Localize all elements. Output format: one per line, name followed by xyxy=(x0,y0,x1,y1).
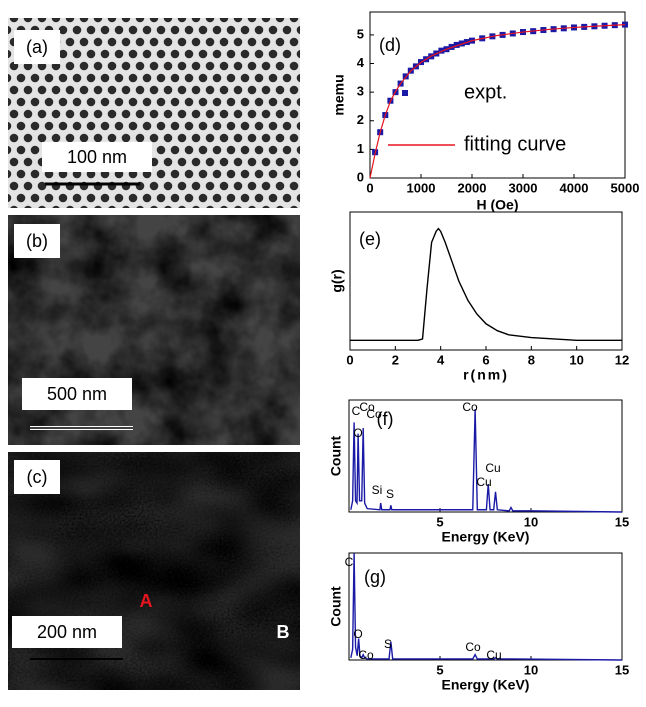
y-tick-label: 4 xyxy=(357,55,365,70)
x-tick-label: 3000 xyxy=(509,180,538,195)
region-marker: A xyxy=(140,591,153,611)
peak-label: Co xyxy=(366,407,382,421)
y-axis-label: g(r) xyxy=(329,269,345,292)
x-axis-label: r(nm) xyxy=(463,367,509,383)
peak-label: Cu xyxy=(485,461,500,475)
y-tick-label: 1 xyxy=(357,141,364,156)
peak-label: Co xyxy=(465,640,481,654)
legend-label: fitting curve xyxy=(464,133,566,155)
panel-label: (e) xyxy=(359,229,381,249)
y-tick-label: 5 xyxy=(357,26,364,41)
data-point xyxy=(438,47,445,54)
x-tick-label: 4000 xyxy=(560,180,589,195)
plot-frame xyxy=(348,399,623,513)
peak-label: S xyxy=(386,487,394,501)
panel-label: (c) xyxy=(27,467,48,487)
panel-label: (f) xyxy=(377,409,394,429)
y-axis-label: memu xyxy=(331,74,347,115)
plot-frame xyxy=(369,11,626,179)
scale-bar-label: 200 nm xyxy=(37,622,97,642)
x-tick-label: 5000 xyxy=(611,180,640,195)
y-tick-label: 2 xyxy=(357,112,364,127)
y-axis-label: Count xyxy=(328,586,344,627)
plot-frame xyxy=(349,211,623,351)
peak-label: C xyxy=(345,555,354,569)
x-tick-label: 4 xyxy=(437,352,445,367)
peak-label: Cu xyxy=(486,648,501,662)
x-tick-label: 0 xyxy=(366,180,373,195)
image-b: (b) 500 nm xyxy=(8,215,300,445)
data-point xyxy=(453,41,460,48)
y-tick-label: 3 xyxy=(357,84,364,99)
y-axis-label: Count xyxy=(328,435,344,476)
region-marker: B xyxy=(277,622,290,642)
x-tick-label: 10 xyxy=(569,352,583,367)
peak-label: Cu xyxy=(476,475,491,489)
panel-label: (g) xyxy=(364,567,386,587)
panel-label: (a) xyxy=(26,37,48,57)
data-line xyxy=(369,23,626,179)
peak-label: O xyxy=(353,627,362,641)
peak-label: Co xyxy=(358,648,374,662)
x-tick-label: 10 xyxy=(524,662,538,677)
scale-bar-label: 100 nm xyxy=(67,147,127,167)
data-line xyxy=(350,552,623,661)
x-axis-label: Energy (KeV) xyxy=(442,677,530,693)
x-tick-label: 5 xyxy=(436,662,443,677)
x-axis-label: H (Oe) xyxy=(477,197,519,213)
panel-label: (d) xyxy=(379,35,401,55)
image-c: (c) A B 200 nm xyxy=(8,452,300,690)
scale-bar-label: 500 nm xyxy=(47,384,107,404)
panel-label: (b) xyxy=(26,231,48,251)
legend-label: expt. xyxy=(464,81,507,103)
x-tick-label: 6 xyxy=(482,352,489,367)
x-tick-label: 12 xyxy=(615,352,629,367)
x-tick-label: 5 xyxy=(436,514,443,529)
x-tick-label: 2 xyxy=(392,352,399,367)
image-a: (a) 100 nm xyxy=(8,18,300,208)
x-tick-label: 2000 xyxy=(458,180,487,195)
x-tick-label: 8 xyxy=(528,352,535,367)
y-tick-label: 0 xyxy=(357,169,364,184)
legend-marker xyxy=(402,90,408,96)
peak-label: Si xyxy=(372,483,383,497)
x-axis-label: Energy (KeV) xyxy=(442,529,530,545)
peak-label: Co xyxy=(359,400,375,414)
x-tick-label: 15 xyxy=(615,514,629,529)
peak-label: O xyxy=(353,426,362,440)
peak-label: Co xyxy=(462,400,478,414)
x-tick-label: 10 xyxy=(524,514,538,529)
peak-label: S xyxy=(384,637,392,651)
peak-label: C xyxy=(352,404,361,418)
data-line xyxy=(350,408,623,513)
x-tick-label: 0 xyxy=(346,352,353,367)
x-tick-label: 1000 xyxy=(407,180,436,195)
data-line xyxy=(350,227,622,342)
plot-frame xyxy=(348,552,623,661)
x-tick-label: 15 xyxy=(615,662,629,677)
